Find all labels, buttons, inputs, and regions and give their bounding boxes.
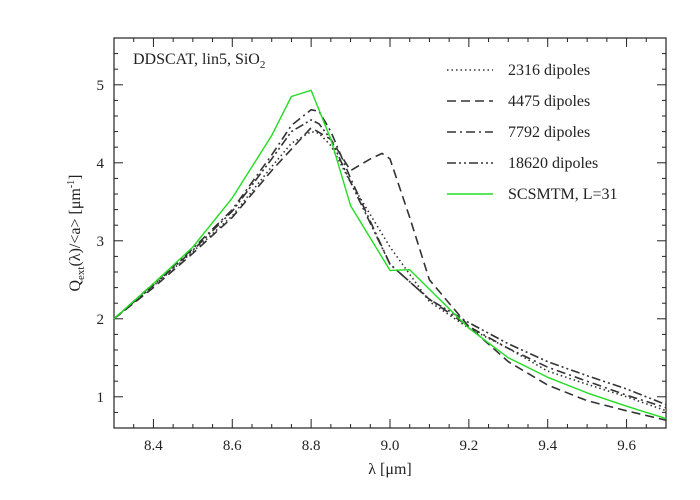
- x-tick-label: 9.6: [617, 438, 636, 454]
- x-tick-label: 9.2: [459, 438, 478, 454]
- series-line-5: [113, 89, 667, 420]
- y-axis-title-mid: (λ)/<a> [μm: [67, 188, 84, 267]
- series-layer: [113, 89, 667, 421]
- y-axis-title-sup: -1: [66, 180, 77, 188]
- y-axis-title-sub: ext: [75, 267, 87, 280]
- y-tick-label: 5: [97, 78, 105, 94]
- legend-label-3: 7792 dipoles: [508, 124, 590, 141]
- x-tick-labels: 8.4 8.6 8.8 9.0 9.2 9.4 9.6: [144, 438, 636, 454]
- legend-label-1: 2316 dipoles: [508, 62, 590, 79]
- y-tick-label: 2: [97, 312, 105, 328]
- series-line-4: [113, 119, 667, 406]
- legend: 2316 dipoles 4475 dipoles 7792 dipoles 1862…: [447, 62, 618, 203]
- annotation-label: DDSCAT, lin5, SiO2: [133, 51, 265, 71]
- x-tick-label: 8.8: [302, 438, 321, 454]
- x-tick-label: 9.0: [381, 438, 400, 454]
- legend-label-2: 4475 dipoles: [508, 93, 590, 110]
- y-tick-label: 4: [97, 156, 105, 172]
- legend-label-4: 18620 dipoles: [508, 155, 598, 172]
- series-line-3: [113, 109, 667, 409]
- y-tick-label: 3: [97, 234, 105, 250]
- x-tick-label: 8.6: [223, 438, 242, 454]
- x-tick-label: 9.4: [538, 438, 557, 454]
- y-tick-label: 1: [97, 390, 105, 406]
- annotation-subscript: 2: [260, 59, 266, 71]
- series-line-1: [113, 130, 667, 412]
- annotation-main: DDSCAT, lin5, SiO: [133, 51, 260, 68]
- y-tick-labels: 1 2 3 4 5: [97, 78, 105, 406]
- y-axis-title-end: ]: [67, 174, 84, 179]
- y-axis-title-q: Q: [67, 280, 84, 292]
- y-axis-title: Qext(λ)/<a> [μm-1]: [66, 174, 87, 291]
- series-line-2: [113, 126, 667, 421]
- x-tick-label: 8.4: [144, 438, 163, 454]
- axis-ticks: [113, 37, 667, 429]
- legend-label-5: SCSMTM, L=31: [508, 186, 618, 203]
- x-axis-title: λ [μm]: [368, 461, 411, 478]
